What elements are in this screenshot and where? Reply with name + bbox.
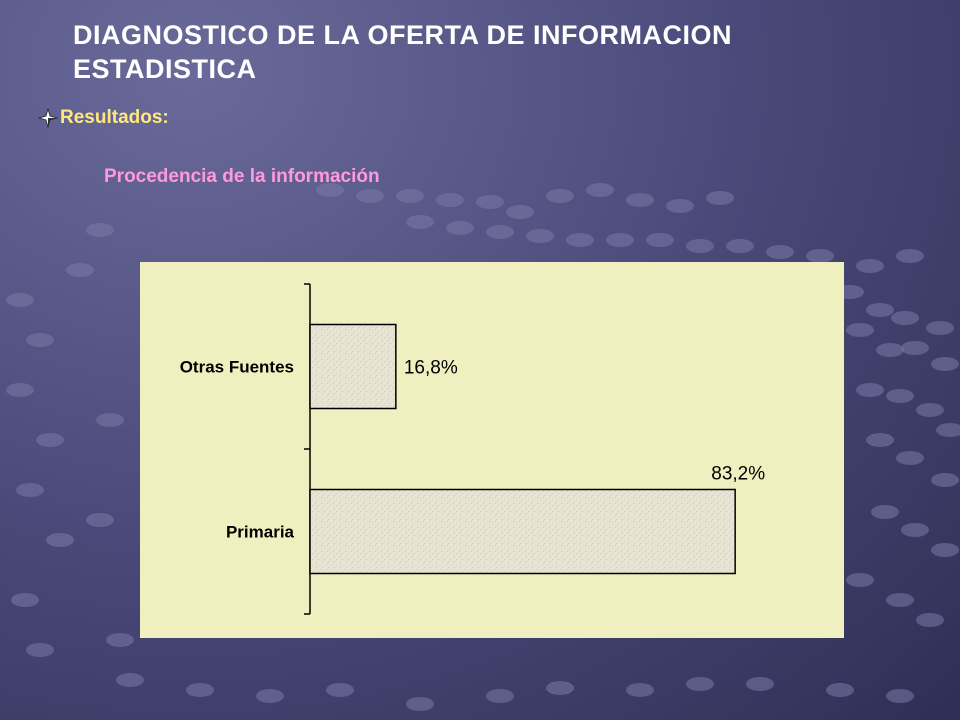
background-dot (891, 311, 919, 325)
background-dot (901, 523, 929, 537)
background-dot (106, 633, 134, 647)
background-dot (46, 533, 74, 547)
background-dot (886, 593, 914, 607)
background-dot (316, 183, 344, 197)
category-label: Primaria (226, 523, 295, 542)
background-dot (706, 191, 734, 205)
data-label: 83,2% (711, 464, 765, 485)
data-label: 16,8% (404, 358, 458, 379)
background-dot (526, 229, 554, 243)
background-dot (586, 183, 614, 197)
background-dot (406, 697, 434, 711)
background-dot (356, 189, 384, 203)
background-dot (11, 593, 39, 607)
background-dot (256, 689, 284, 703)
background-dot (901, 341, 929, 355)
background-dot (896, 249, 924, 263)
background-dot (856, 259, 884, 273)
background-dot (916, 613, 944, 627)
slide-subtitle: Procedencia de la información (104, 166, 380, 187)
background-dot (26, 333, 54, 347)
background-dot (406, 215, 434, 229)
background-dot (546, 189, 574, 203)
background-dot (6, 293, 34, 307)
background-dot (866, 433, 894, 447)
background-dot (936, 423, 960, 437)
background-dot (26, 643, 54, 657)
background-dot (686, 677, 714, 691)
background-dot (931, 543, 959, 557)
chart-svg: Otras Fuentes 16,8% Primaria 83,2% (180, 283, 765, 615)
category-label: Otras Fuentes (180, 358, 294, 377)
background-dot (926, 321, 954, 335)
background-dot (396, 189, 424, 203)
bullet-row: Resultados: (38, 104, 169, 132)
background-dot (486, 689, 514, 703)
background-dot (606, 233, 634, 247)
bullet-label: Resultados: (60, 107, 169, 128)
background-dot (746, 677, 774, 691)
background-dot (566, 233, 594, 247)
background-dot (866, 303, 894, 317)
background-dot (916, 403, 944, 417)
background-dot (186, 683, 214, 697)
background-dot (766, 245, 794, 259)
background-dot (666, 199, 694, 213)
background-dot (886, 689, 914, 703)
background-dot (16, 483, 44, 497)
background-dot (476, 195, 504, 209)
background-dot (96, 413, 124, 427)
background-dot (486, 225, 514, 239)
background-dot (326, 683, 354, 697)
background-dot (6, 383, 34, 397)
bar-1 (309, 488, 736, 575)
four-point-star-bullet-icon (38, 108, 58, 128)
background-dot (446, 221, 474, 235)
background-dot (726, 239, 754, 253)
background-dot (646, 233, 674, 247)
background-dot (876, 343, 904, 357)
background-dot (116, 673, 144, 687)
background-dot (846, 573, 874, 587)
background-dot (506, 205, 534, 219)
background-dot (626, 683, 654, 697)
background-dot (846, 323, 874, 337)
background-dot (36, 433, 64, 447)
background-dot (546, 681, 574, 695)
background-dot (871, 505, 899, 519)
background-dot (931, 357, 959, 371)
background-dot (686, 239, 714, 253)
background-dot (806, 249, 834, 263)
background-dot (856, 383, 884, 397)
background-dot (86, 513, 114, 527)
background-dot (66, 263, 94, 277)
background-dot (931, 473, 959, 487)
bar-chart: Otras Fuentes 16,8% Primaria 83,2% (140, 262, 844, 638)
background-dot (86, 223, 114, 237)
background-dot (826, 683, 854, 697)
bar-0 (309, 323, 397, 410)
background-dot (896, 451, 924, 465)
slide-title: DIAGNOSTICO DE LA OFERTA DE INFORMACION … (73, 20, 732, 84)
background-dot (436, 193, 464, 207)
background-dot (626, 193, 654, 207)
background-dot (886, 389, 914, 403)
